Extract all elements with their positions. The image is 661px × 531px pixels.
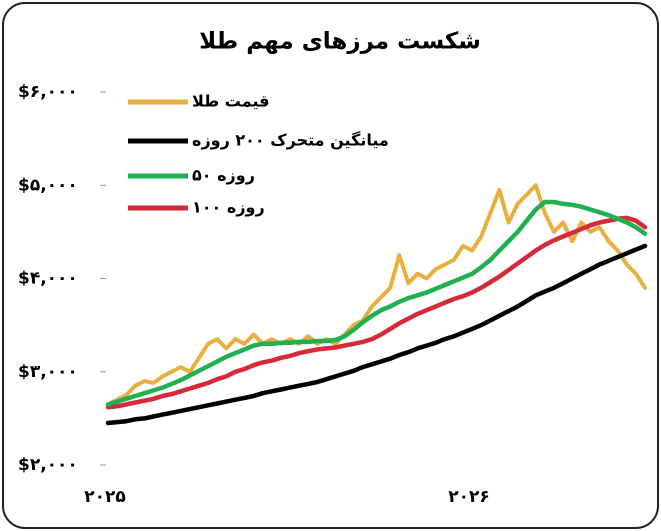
series-line [105, 199, 648, 407]
series-line [106, 183, 647, 407]
y-tick-label: $۲,۰۰۰ [18, 455, 78, 475]
y-tick-label: $۶,۰۰۰ [18, 82, 78, 102]
legend-label: ۵۰ روزه [192, 166, 255, 185]
x-tick-label: ۲۰۲۶ [448, 487, 490, 507]
series-line [105, 215, 648, 410]
legend-label: ۱۰۰ روزه [192, 198, 265, 217]
y-tick-label: $۳,۰۰۰ [18, 362, 78, 382]
series-line [105, 243, 648, 426]
y-tick-label: $۴,۰۰۰ [18, 269, 78, 289]
x-tick-label: ۲۰۲۵ [84, 487, 126, 507]
chart-title: شکست مرزهای مهم طلا [199, 29, 481, 55]
y-tick-label: $۵,۰۰۰ [18, 175, 78, 195]
legend-label: میانگین متحرک ۲۰۰ روزه [192, 131, 389, 150]
legend-label: قیمت طلا [192, 92, 269, 111]
